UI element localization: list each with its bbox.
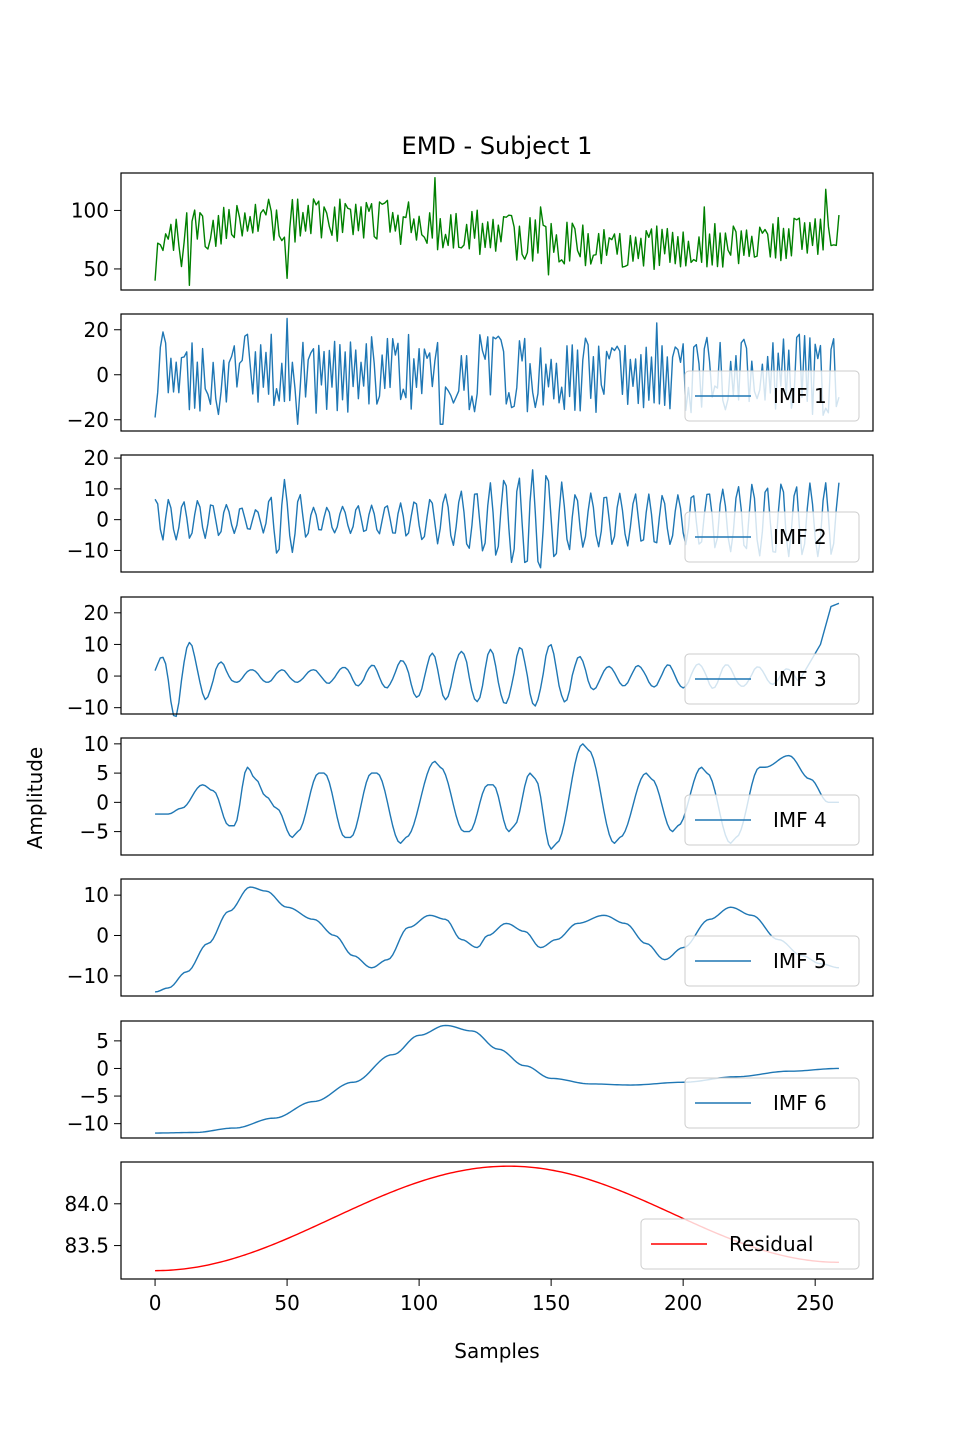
y-tick-label-imf4: −5 [80,820,109,844]
y-tick-label-signal: 50 [84,257,109,281]
legend-box [684,1077,860,1129]
panel-imf2: −10 0 10 20 IMF 2 [67,446,874,573]
legend-label: IMF 2 [773,525,827,549]
y-tick-label-imf3: −10 [67,696,109,720]
y-tick-label-imf2: −10 [67,538,109,562]
x-tick-label: 250 [796,1291,834,1315]
series-line-imf2 [154,469,840,569]
x-tick-label: 50 [274,1291,299,1315]
y-tick-label-imf6: −10 [67,1112,109,1136]
axes-frame-imf1 [120,313,874,432]
legend-imf4: IMF 4 [684,794,860,846]
y-tick-label-residual: 84.0 [64,1192,109,1216]
y-tick-label-residual: 83.5 [64,1234,109,1258]
y-tick-label-imf1: 0 [96,363,109,387]
axes-frame-imf6 [120,1020,874,1139]
x-axis-label: Samples [454,1339,539,1363]
series-line-imf5 [154,886,839,993]
legend-box [684,370,860,422]
legend-imf6: IMF 6 [684,1077,860,1129]
legend-label: IMF 6 [773,1091,827,1115]
x-tick-label: 0 [149,1291,162,1315]
y-tick-label-imf1: 20 [84,318,109,342]
legend-box [684,794,860,846]
legend-label: IMF 4 [773,808,827,832]
legend-box [684,935,860,987]
panel-imf3: −10 0 10 20 IMF 3 [67,596,874,720]
y-axis-label: Amplitude [23,747,47,850]
x-tick-label: 100 [400,1291,438,1315]
axes-frame-signal [120,172,874,291]
axes-frame-residual [120,1161,874,1280]
axes-frame-imf4 [120,737,874,856]
legend-box [684,511,860,563]
y-tick-label-imf4: 5 [96,761,109,785]
legend-imf2: IMF 2 [684,511,860,563]
axes-frame-imf5 [120,878,874,997]
legend-imf1: IMF 1 [684,370,860,422]
y-tick-label-imf2: 0 [96,508,109,532]
y-tick-label-imf6: 0 [96,1056,109,1080]
y-tick-label-imf4: 10 [84,732,109,756]
panel-imf6: −10 −5 0 5 IMF 6 [67,1020,874,1139]
series-line-imf6 [155,1024,839,1134]
y-tick-label-imf3: 0 [96,664,109,688]
legend-label: Residual [729,1232,813,1256]
y-tick-label-imf2: 20 [84,446,109,470]
panel-imf4: −5 0 5 10 IMF 4 [80,732,874,856]
legend-box [684,653,860,705]
series-line-signal [154,176,840,287]
x-tick-label: 150 [532,1291,570,1315]
y-tick-label-imf5: 10 [84,883,109,907]
axes-frame-imf3 [120,596,874,715]
panel-imf1: −20 0 20 IMF 1 [67,313,874,432]
x-tick-label: 200 [664,1291,702,1315]
legend-label: IMF 5 [773,949,827,973]
panel-signal: 50 100 [71,172,874,291]
panel-residual: 83.5 84.0 Residual 0 50 100 150 200 250 [64,1161,874,1315]
y-tick-label-imf5: −10 [67,964,109,988]
y-tick-label-imf3: 10 [84,632,109,656]
panel-imf5: −10 0 10 IMF 5 [67,878,874,997]
y-tick-label-imf6: 5 [96,1029,109,1053]
legend-label: IMF 1 [773,384,827,408]
legend-label: IMF 3 [773,667,827,691]
y-tick-label-imf6: −5 [80,1084,109,1108]
legend-residual: Residual [640,1218,860,1270]
y-tick-label-imf4: 0 [96,790,109,814]
y-tick-label-imf1: −20 [67,408,109,432]
y-tick-label-imf5: 0 [96,923,109,947]
y-tick-label-imf3: 20 [84,601,109,625]
legend-box [640,1218,860,1270]
y-tick-label-imf2: 10 [84,477,109,501]
chart-title: EMD - Subject 1 [402,132,593,160]
y-tick-label-signal: 100 [71,198,109,222]
axes-frame-imf2 [120,454,874,573]
legend-imf5: IMF 5 [684,935,860,987]
legend-imf3: IMF 3 [684,653,860,705]
